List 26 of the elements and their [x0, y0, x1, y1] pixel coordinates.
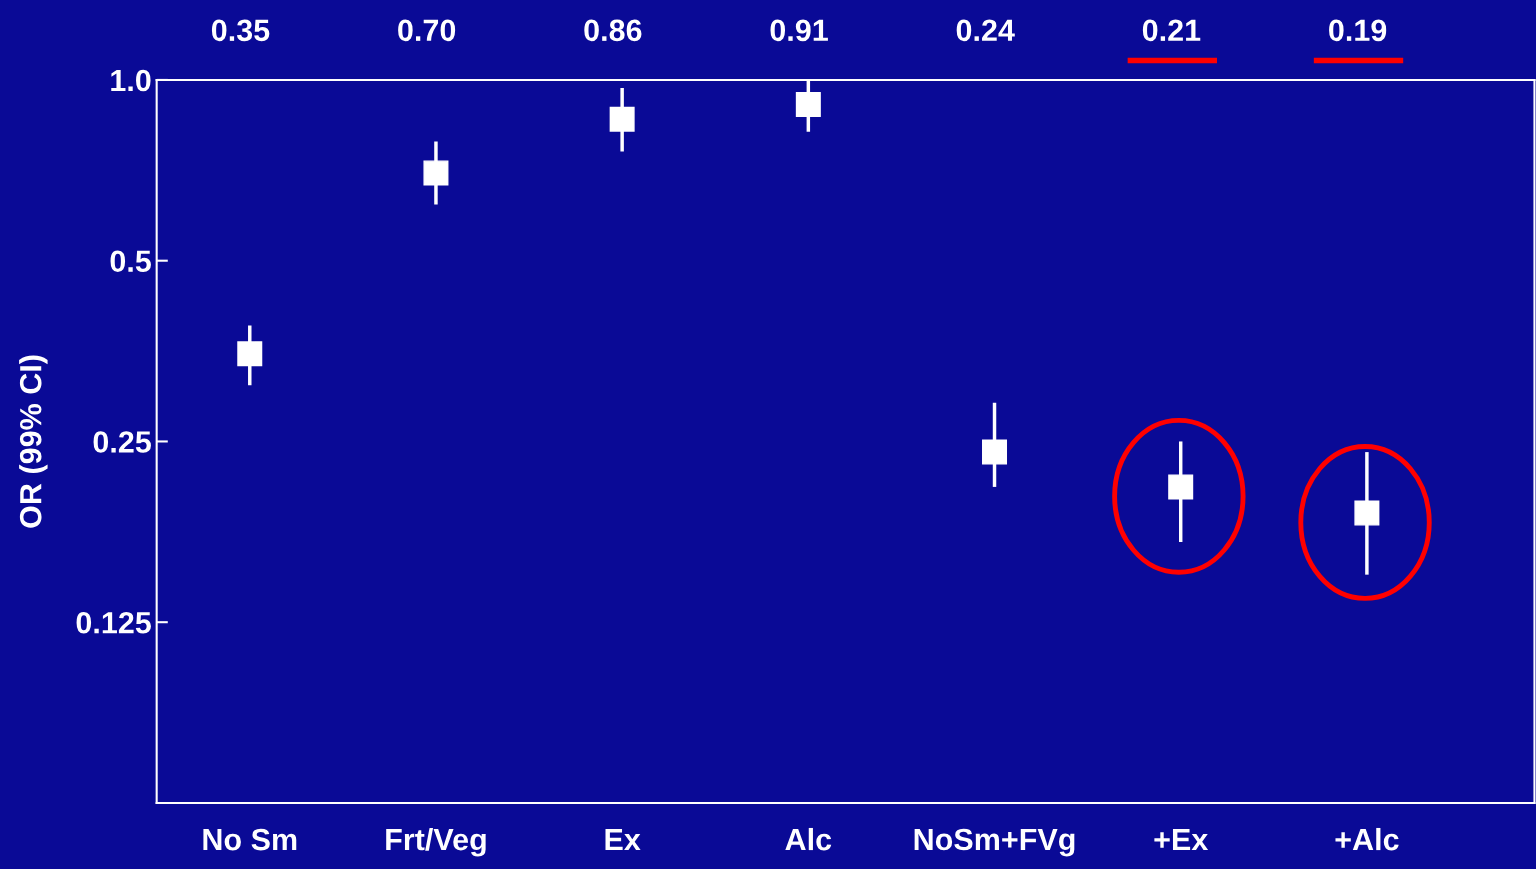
y-tick-label: 0.125 [76, 611, 151, 634]
x-tick-label: Ex [605, 829, 641, 851]
point [237, 341, 263, 367]
data-label: 0.24 [956, 19, 1015, 42]
point [609, 106, 635, 132]
y-tick-label: 1.0 [111, 69, 151, 92]
data-label: 0.86 [584, 19, 642, 42]
y-tick-label: 0.25 [93, 431, 151, 453]
point [795, 92, 821, 118]
data-label: 0.35 [211, 19, 270, 42]
point [1168, 474, 1194, 500]
x-tick-label: Alc [785, 827, 832, 851]
data-label: 0.21 [1142, 19, 1201, 42]
data-label: 0.91 [770, 19, 828, 42]
x-tick-label: Frt/Veg [386, 827, 486, 857]
point [1354, 500, 1380, 526]
data-label: 0.70 [398, 19, 456, 42]
x-tick-label: No Sm [203, 828, 297, 851]
x-tick-label: +Alc [1335, 827, 1399, 851]
x-tick-label: +Ex [1154, 829, 1209, 851]
data-label: 0.19 [1329, 19, 1387, 42]
x-tick-label: NoSm+FVg [914, 828, 1075, 857]
y-axis-title: OR (99% CI) [19, 355, 48, 528]
point [982, 439, 1008, 465]
y-tick-label: 0.5 [110, 250, 151, 273]
point [423, 160, 449, 186]
